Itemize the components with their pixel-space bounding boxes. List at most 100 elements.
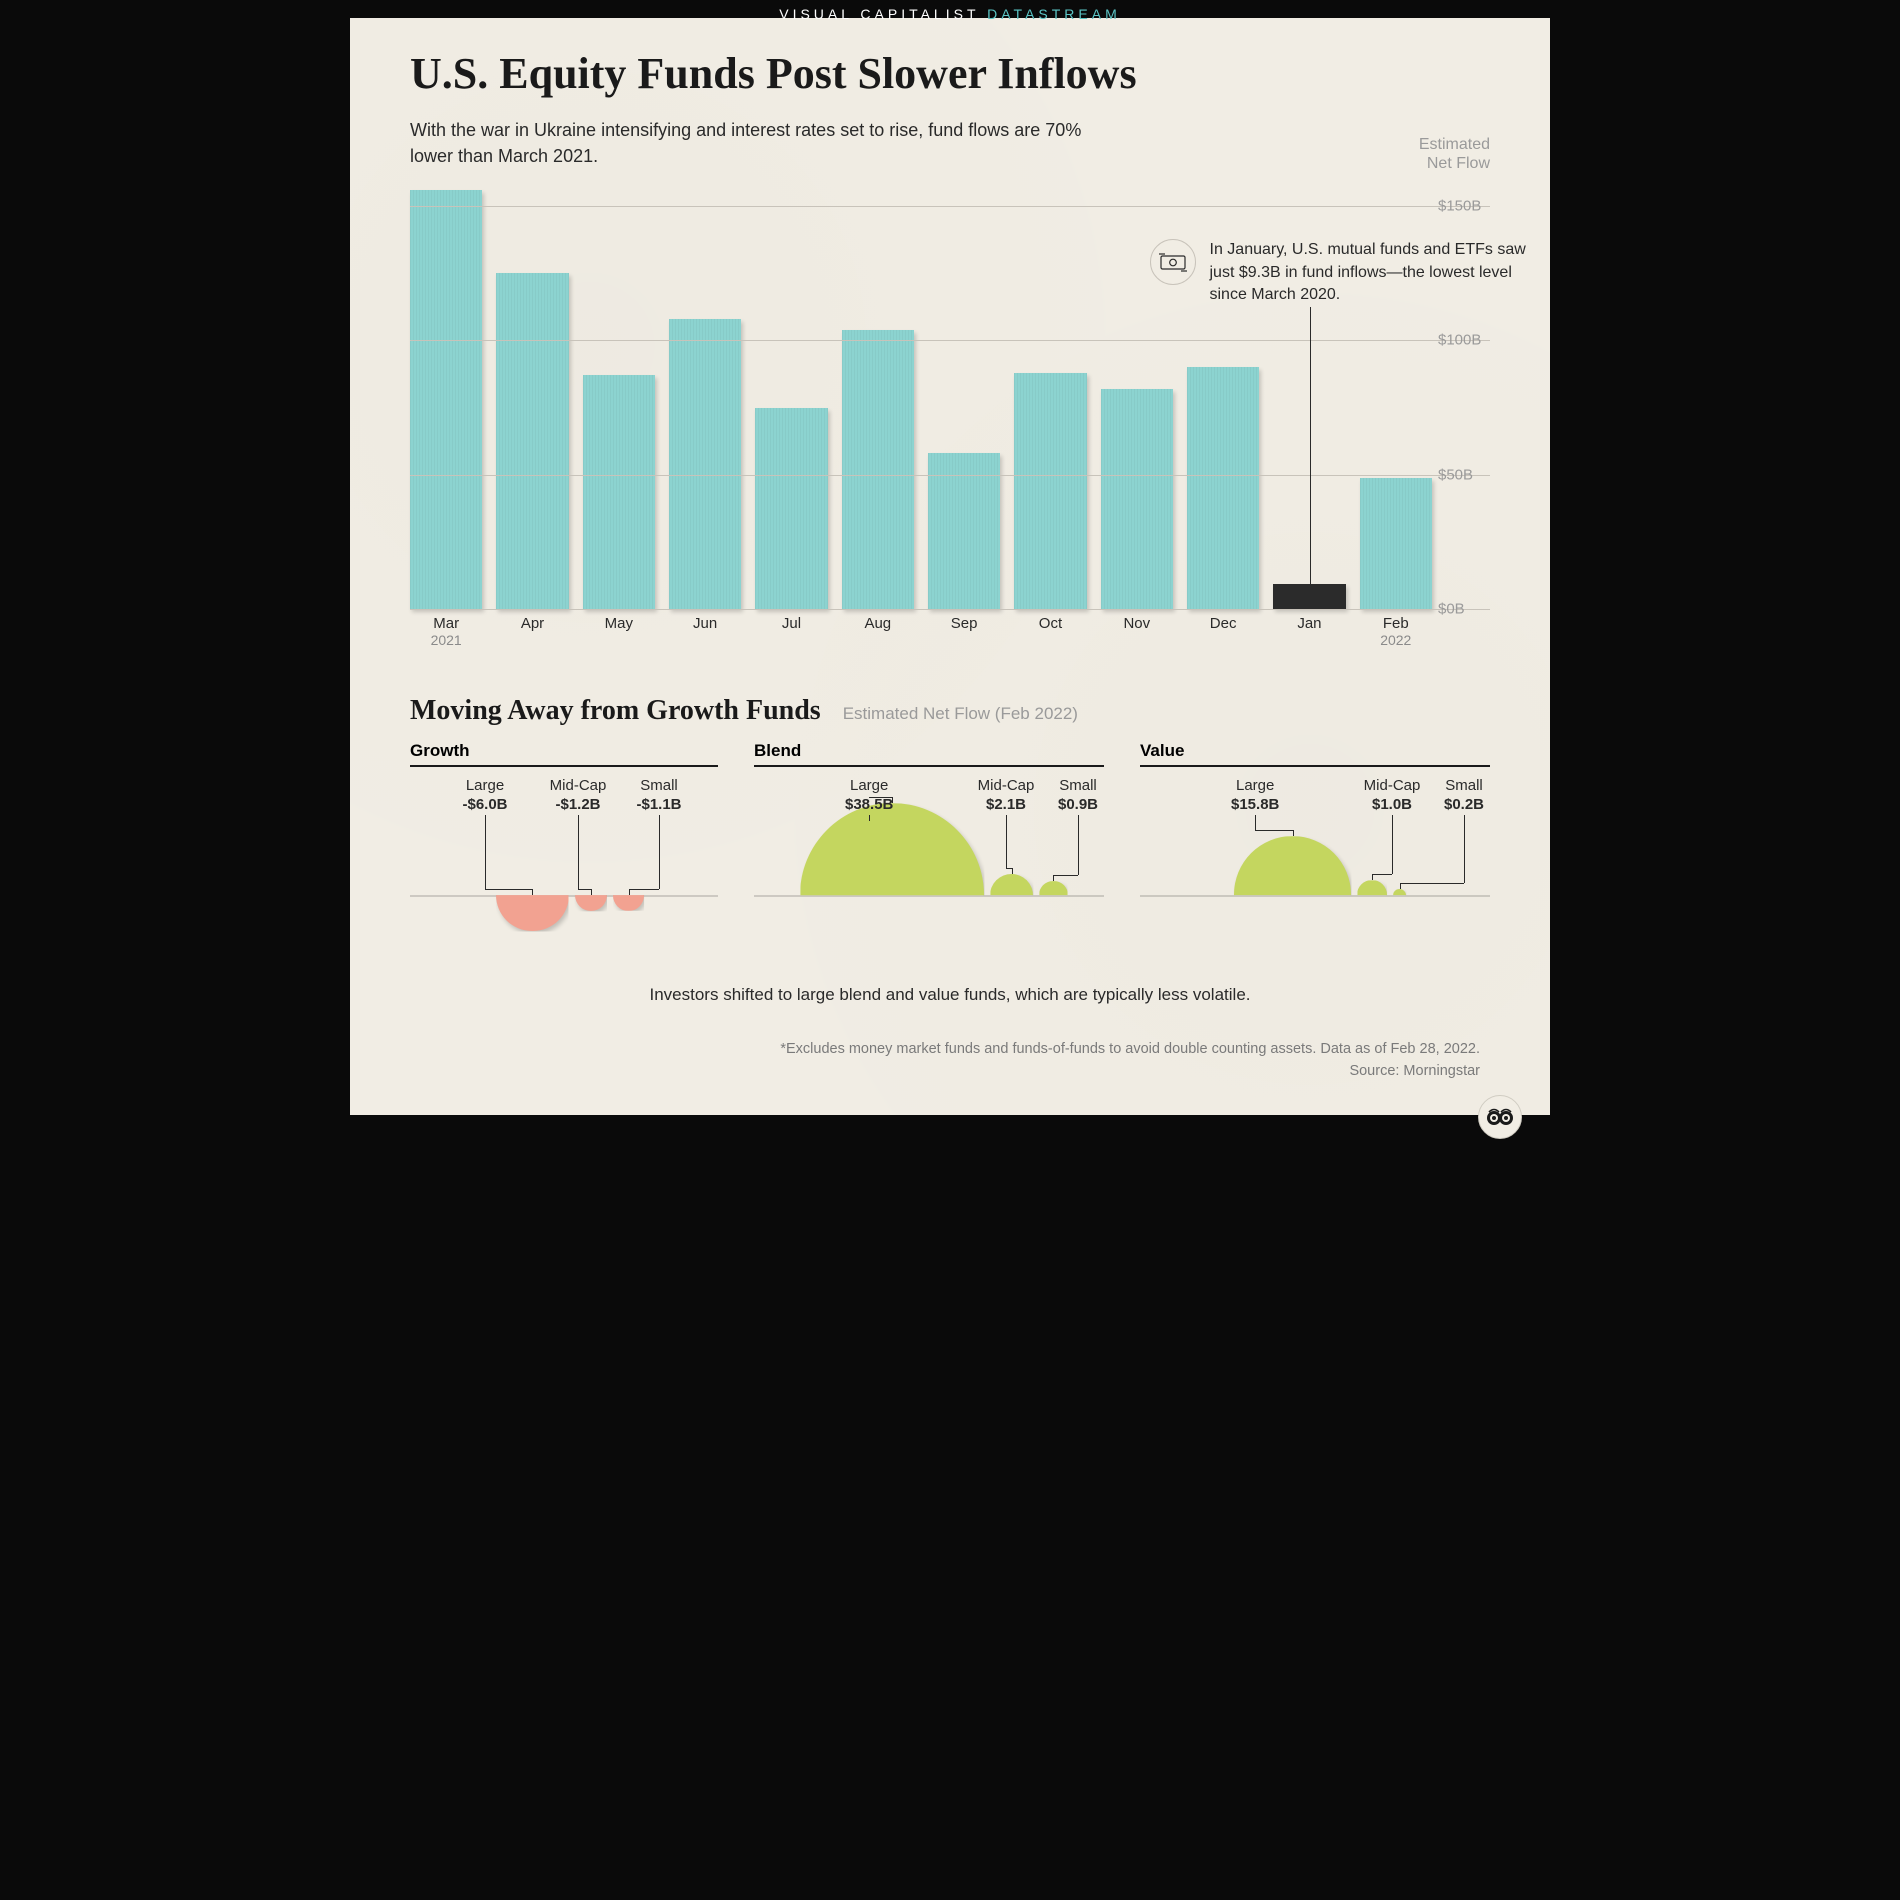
bubble-leader-line — [869, 815, 870, 821]
bar-slot — [583, 375, 655, 609]
bubble-section: Moving Away from Growth Funds Estimated … — [410, 695, 1490, 1005]
bubble-label: Large-$6.0B — [462, 777, 507, 813]
bubble-section-title: Moving Away from Growth Funds — [410, 695, 821, 727]
x-tick-label: Dec — [1187, 615, 1259, 649]
bubble-leader-line — [532, 889, 533, 895]
gridline-label: $150B — [1438, 198, 1490, 215]
bar-slot — [1187, 367, 1259, 609]
bar — [928, 453, 1000, 609]
bubble-leader-line — [485, 815, 486, 889]
brand-left: VISUAL CAPITALIST — [779, 6, 979, 22]
bar-slot — [1014, 373, 1086, 610]
bar-slot — [1101, 389, 1173, 609]
x-tick-label: Jan — [1273, 615, 1345, 649]
bar — [842, 330, 914, 610]
bar-chart-canvas: $0B$50B$100B$150BIn January, U.S. mutual… — [410, 179, 1432, 609]
bubble-leader-line — [1464, 815, 1465, 882]
bubble-leader-line — [629, 889, 659, 890]
callout-leader-line — [1310, 307, 1311, 584]
x-tick-label: Jun — [669, 615, 741, 649]
bubble-leader-line — [578, 815, 579, 889]
bar-slot — [669, 319, 741, 609]
bubble-leader-line — [591, 889, 592, 895]
content-area: U.S. Equity Funds Post Slower Inflows Wi… — [350, 18, 1550, 1103]
footnote-line2: Source: Morningstar — [1349, 1063, 1480, 1079]
bubble-leader-line — [869, 797, 892, 798]
bar-slot — [755, 408, 827, 610]
page-title: U.S. Equity Funds Post Slower Inflows — [410, 48, 1490, 99]
bubble-groups: GrowthLarge-$6.0BMid-Cap-$1.2BSmall-$1.1… — [410, 741, 1490, 977]
bar-slot — [928, 453, 1000, 609]
bar-slot — [1273, 584, 1345, 609]
x-tick-label: Apr — [496, 615, 568, 649]
bubble-section-header: Moving Away from Growth Funds Estimated … — [410, 695, 1490, 727]
callout-text: In January, U.S. mutual funds and ETFs s… — [1210, 239, 1530, 306]
bubble-leader-line — [1400, 883, 1464, 884]
bubble-leader-line — [659, 815, 660, 889]
bubble-leader-line — [1006, 815, 1007, 868]
brand-right: DATASTREAM — [987, 6, 1121, 22]
gridline — [410, 206, 1490, 207]
y-axis-label: EstimatedNet Flow — [1419, 135, 1490, 173]
gridline-label: $0B — [1438, 601, 1490, 618]
vc-logo-icon — [1478, 1095, 1522, 1139]
bar — [755, 408, 827, 610]
x-tick-label: Aug — [842, 615, 914, 649]
bubble-group-title: Growth — [410, 741, 718, 767]
bubble-label: Mid-Cap$2.1B — [978, 777, 1035, 813]
x-tick-label: Feb2022 — [1360, 615, 1432, 649]
gridline — [410, 609, 1490, 610]
bar-chart: EstimatedNet Flow $0B$50B$100B$150BIn Ja… — [410, 179, 1490, 649]
footnote-line1: *Excludes money market funds and funds-o… — [780, 1041, 1480, 1057]
bar — [1101, 389, 1173, 609]
x-tick-label: Jul — [755, 615, 827, 649]
bubble-label: Large$38.5B — [845, 777, 893, 813]
money-icon — [1150, 239, 1196, 285]
bubble-leader-line — [629, 889, 630, 895]
bubble-group: Blend Large$38.5B Mid-Cap$2.1B Small$0.9B — [754, 741, 1104, 977]
bubble-label: Mid-Cap$1.0B — [1364, 777, 1421, 813]
bubble-label: Small$0.2B — [1444, 777, 1484, 813]
x-tick-label: Mar2021 — [410, 615, 482, 649]
bar — [1187, 367, 1259, 609]
bar — [583, 375, 655, 609]
bubble-label: Small-$1.1B — [636, 777, 681, 813]
bubble-canvas: Large$15.8BMid-Cap$1.0BSmall$0.2B — [1140, 777, 1490, 977]
gridline-label: $100B — [1438, 332, 1490, 349]
infographic-page: VISUAL CAPITALIST DATASTREAM U.S. Equity… — [350, 0, 1550, 1155]
bar-slot — [842, 330, 914, 610]
bar — [1014, 373, 1086, 610]
x-tick-label: Sep — [928, 615, 1000, 649]
bubble-leader-line — [1078, 815, 1079, 875]
bubble-section-subtitle: Estimated Net Flow (Feb 2022) — [843, 704, 1078, 724]
bubble-leader-line — [1392, 815, 1393, 874]
bar — [1360, 478, 1432, 610]
bar — [496, 273, 568, 609]
bubble-group-title: Blend — [754, 741, 1104, 767]
bubble-leader-line — [1372, 874, 1392, 875]
bar-slot — [1360, 478, 1432, 610]
bubble-baseline — [1140, 895, 1490, 897]
chart-callout: In January, U.S. mutual funds and ETFs s… — [1150, 239, 1530, 306]
bubble-leader-line — [1255, 815, 1256, 830]
bubble-leader-line — [892, 797, 893, 803]
gridline-label: $50B — [1438, 466, 1490, 483]
top-bar: VISUAL CAPITALIST DATASTREAM — [350, 0, 1550, 18]
bubble-leader-line — [485, 889, 532, 890]
footer-bar — [350, 1115, 1550, 1155]
bubble-leader-line — [578, 889, 591, 890]
bubble-label: Small$0.9B — [1058, 777, 1098, 813]
bubble-group-title: Value — [1140, 741, 1490, 767]
x-axis-labels: Mar2021AprMayJunJulAugSepOctNovDecJanFeb… — [410, 615, 1432, 649]
bar — [669, 319, 741, 609]
bubble-baseline — [754, 895, 1104, 897]
page-subtitle: With the war in Ukraine intensifying and… — [410, 117, 1110, 169]
bar-slot — [496, 273, 568, 609]
bubble-leader-line — [1372, 874, 1373, 880]
bubble-caption: Investors shifted to large blend and val… — [410, 985, 1490, 1005]
x-tick-label: Oct — [1014, 615, 1086, 649]
bar-slot — [410, 190, 482, 609]
gridline — [410, 475, 1490, 476]
bubble-leader-line — [1053, 875, 1078, 876]
bubble-group: GrowthLarge-$6.0BMid-Cap-$1.2BSmall-$1.1… — [410, 741, 718, 977]
